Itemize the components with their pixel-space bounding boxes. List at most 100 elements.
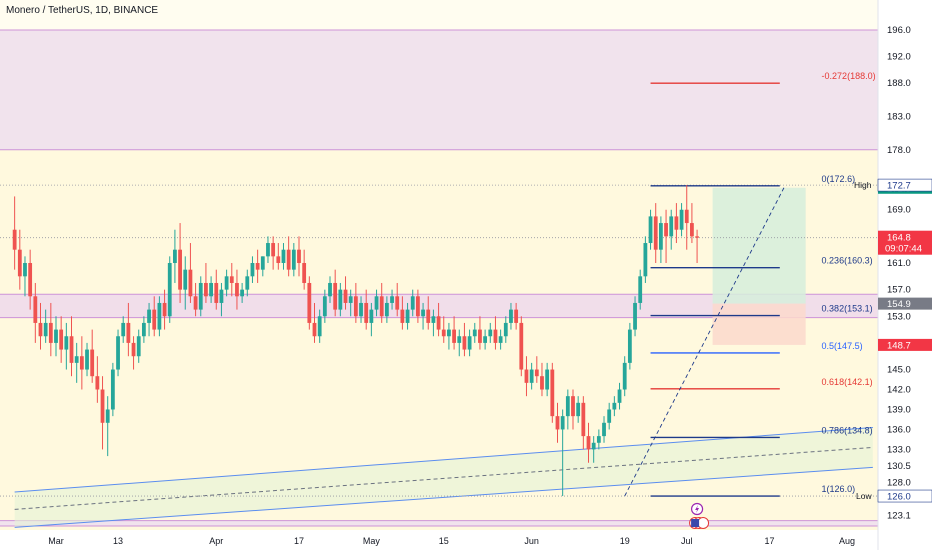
candle-70	[374, 289, 379, 317]
candle-body	[100, 389, 105, 423]
candle-body	[95, 376, 100, 390]
candle-20	[116, 329, 120, 377]
candle-81	[431, 309, 436, 337]
candle-body	[245, 276, 250, 290]
y-tick-label: 188.0	[887, 78, 911, 89]
candle-112	[591, 436, 596, 463]
candle-body	[178, 249, 182, 290]
y-tick-label: 161.0	[887, 258, 911, 269]
price-badge-154.9	[878, 297, 932, 310]
candle-body	[369, 309, 374, 323]
candle-29	[162, 289, 167, 330]
candle-body	[690, 223, 694, 237]
candle-106	[560, 409, 565, 497]
candle-body	[126, 322, 131, 343]
candle-body	[483, 336, 488, 343]
candle-body	[317, 316, 322, 337]
candle-89	[472, 322, 477, 343]
candle-23	[131, 336, 136, 370]
y-tick-label: 157.0	[887, 285, 911, 296]
candle-60	[322, 289, 327, 323]
candle-67	[359, 296, 363, 323]
candle-99	[524, 356, 529, 397]
candle-28	[157, 296, 162, 337]
candle-body	[509, 309, 513, 323]
candle-15	[90, 329, 95, 383]
y-tick-label: 153.0	[887, 311, 911, 322]
candle-body	[503, 322, 508, 337]
candle-body	[648, 216, 653, 244]
candle-13	[79, 336, 84, 390]
candle-body	[69, 336, 74, 363]
candle-body	[157, 302, 162, 330]
y-tick-label: 183.0	[887, 112, 911, 123]
candle-12	[74, 342, 79, 383]
candle-9	[59, 316, 64, 363]
candle-65	[348, 289, 353, 317]
candle-body	[472, 329, 477, 337]
candle-32	[178, 223, 182, 303]
y-tick-label: 192.0	[887, 52, 911, 63]
candle-body	[664, 223, 668, 237]
candle-body	[297, 249, 301, 264]
x-tick-label: May	[363, 536, 381, 546]
candle-34	[188, 243, 193, 303]
candle-body	[38, 322, 43, 337]
candle-body	[12, 229, 17, 250]
candle-body	[131, 342, 136, 357]
candle-117	[617, 382, 622, 410]
low-axis-box	[877, 489, 932, 503]
candle-100	[529, 362, 534, 390]
candle-body	[116, 336, 120, 370]
candle-35	[193, 282, 198, 317]
candle-body	[643, 243, 648, 277]
candle-body	[219, 289, 224, 303]
low-marker-label: Low	[856, 491, 872, 501]
candle-94	[498, 329, 503, 350]
candle-body	[79, 356, 84, 370]
candle-body	[524, 369, 529, 383]
candle-body	[250, 263, 255, 277]
candle-body	[627, 329, 632, 363]
candle-66	[353, 282, 358, 323]
candle-68	[364, 289, 369, 330]
candle-body	[384, 302, 389, 317]
candle-body	[276, 256, 281, 264]
candle-body	[343, 289, 348, 303]
candle-101	[534, 356, 539, 383]
candle-body	[167, 263, 172, 317]
candle-body	[307, 282, 312, 323]
high-axis-label: 172.7	[887, 181, 911, 192]
x-tick-label: Jun	[524, 536, 539, 546]
candle-2	[23, 256, 27, 297]
candle-61	[328, 276, 332, 303]
candle-124	[653, 203, 658, 264]
candle-body	[488, 329, 493, 337]
candle-body	[410, 296, 415, 310]
candle-127	[669, 209, 674, 250]
candle-38	[209, 276, 213, 303]
candle-44	[240, 282, 245, 303]
candle-85	[452, 316, 456, 350]
candle-body	[17, 249, 22, 277]
candle-119	[627, 322, 632, 370]
candle-body	[271, 243, 276, 257]
candle-body	[322, 296, 327, 317]
candle-48	[260, 256, 265, 277]
candle-49	[266, 236, 270, 264]
fib-label-0.236: 0.236(160.3)	[822, 256, 873, 266]
candle-7	[48, 302, 53, 357]
candle-62	[333, 269, 338, 317]
candle-body	[426, 309, 431, 323]
candle-76	[405, 302, 410, 330]
price-badge-148.7	[878, 338, 932, 351]
candle-87	[462, 322, 467, 357]
candle-body	[586, 436, 591, 450]
candle-114	[602, 416, 606, 443]
candle-52	[281, 243, 286, 270]
candle-body	[390, 296, 394, 303]
candle-92	[488, 322, 493, 343]
candle-body	[240, 289, 245, 297]
